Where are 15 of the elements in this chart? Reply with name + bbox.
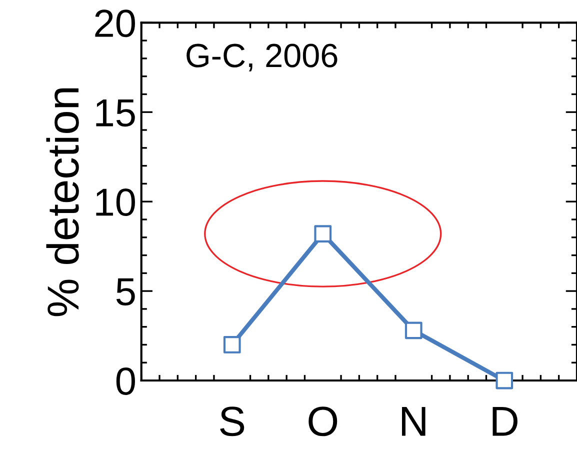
y-tick-label: 0 <box>116 367 135 395</box>
x-tick-label: D <box>492 407 518 436</box>
y-axis-title: % detection <box>46 88 79 316</box>
x-tick-label: S <box>220 406 244 436</box>
x-tick-label: O <box>308 406 338 436</box>
point <box>223 336 241 354</box>
y-tick-label: 15 <box>96 99 135 127</box>
text: G-C, 2006 <box>186 44 338 72</box>
y-tick-label: 5 <box>116 278 135 306</box>
point <box>404 322 422 340</box>
point <box>496 372 514 390</box>
y-tick-label: 20 <box>95 10 135 38</box>
x-tick-label: N <box>402 407 426 436</box>
y-tick-label: 10 <box>96 188 135 216</box>
point <box>314 225 332 242</box>
